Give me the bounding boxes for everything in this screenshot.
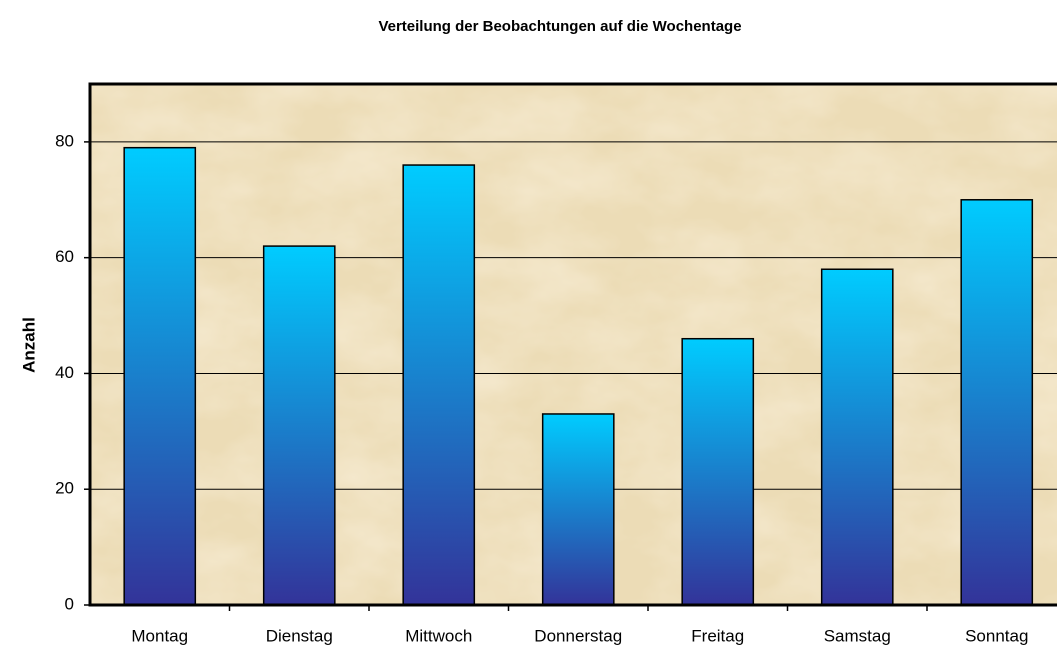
bar [541,413,615,606]
x-tick-label: Dienstag [266,626,333,645]
x-tick-label: Mittwoch [405,626,472,645]
bar [960,199,1034,606]
chart-title: Verteilung der Beobachtungen auf die Woc… [378,18,741,35]
x-tick-label: Sonntag [965,626,1028,645]
x-tick-label: Freitag [691,626,744,645]
plot-border [88,82,1057,607]
bar [820,268,894,606]
bar [681,337,755,606]
bar [402,164,476,606]
bar [262,245,336,606]
y-axis-label: Anzahl [19,317,38,373]
bar [123,146,197,606]
y-tick-label: 0 [65,594,74,613]
x-tick-label: Samstag [824,626,891,645]
y-tick-label: 20 [55,479,74,498]
y-tick-label: 80 [55,131,74,150]
y-tick-label: 40 [55,363,74,382]
x-tick-label: Montag [131,626,188,645]
y-tick-label: 60 [55,247,74,266]
x-tick-label: Donnerstag [534,626,622,645]
